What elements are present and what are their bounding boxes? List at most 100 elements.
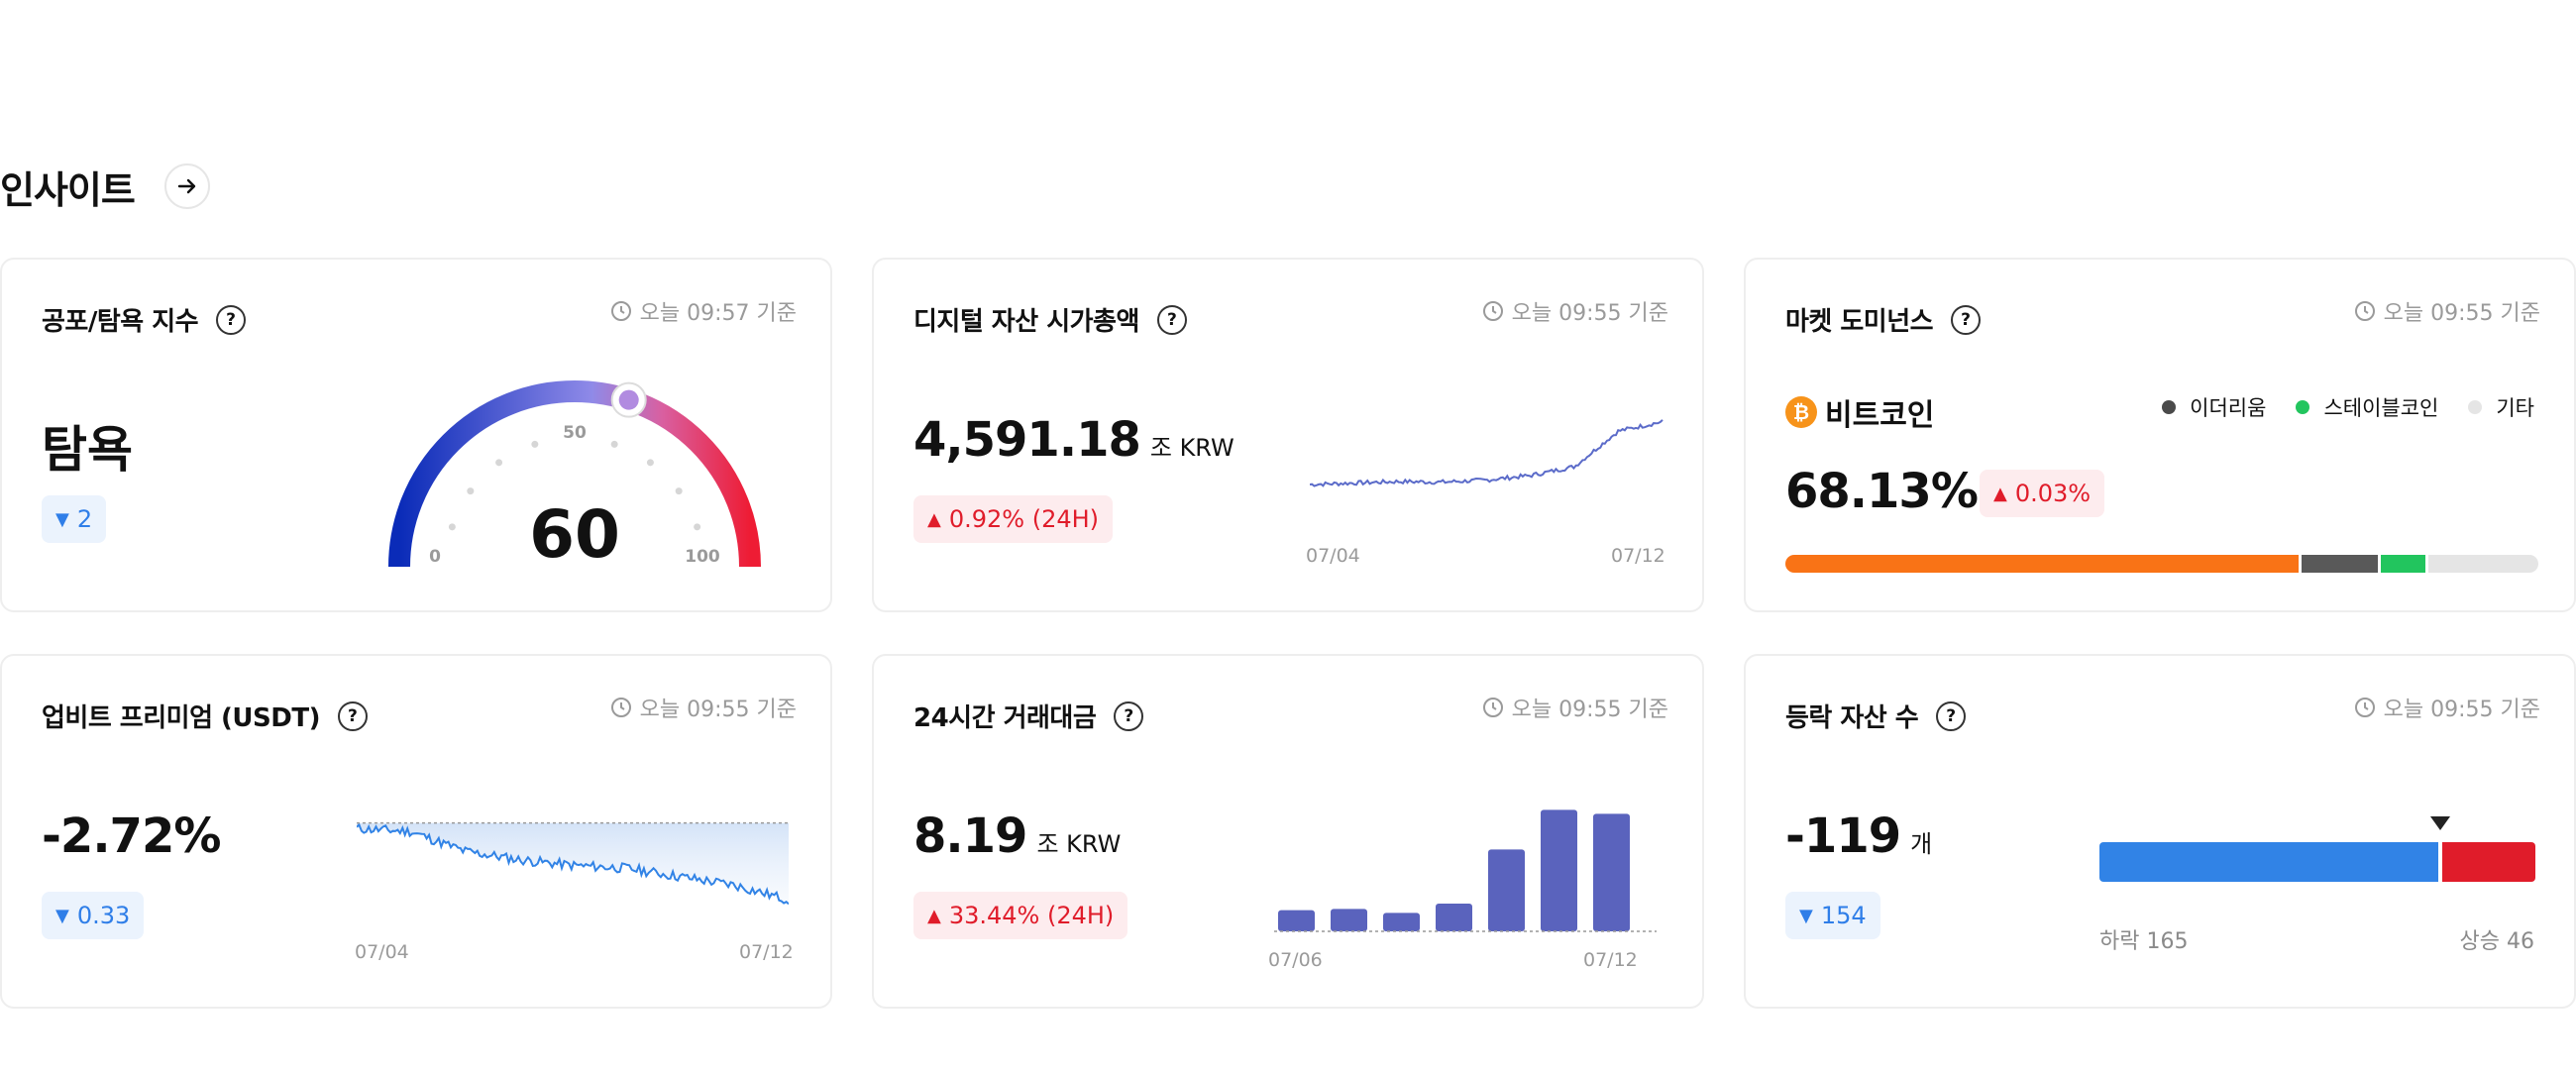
down-label: 하락 165 [2099,929,2189,954]
timestamp-text: 오늘 09:55 기준 [2383,698,2540,722]
dominance-bar [1785,555,2538,573]
gauge-tick-dot [495,459,503,467]
gauge-tick-dot [646,459,654,467]
gauge-tick-dot [694,523,701,531]
change-badge: ▲ 0.92% (24H) [913,495,1114,543]
change-badge: ▲ 0.03% [1980,470,2105,517]
volume-bar-chart [1274,809,1657,932]
volume-number: 8.19 [913,808,1027,864]
change-value: 33.44% (24H) [948,902,1115,929]
gauge-tick-dot [610,440,618,448]
gauge-min-label: 0 [429,547,441,567]
down-triangle-icon: ▼ [55,508,69,530]
volume-bar [1488,849,1525,931]
gauge-value: 60 [529,496,620,573]
section-header: 인사이트 [0,159,210,214]
card-title-text: 공포/탐욕 지수 [42,307,199,337]
clock-icon [610,301,631,321]
dominance-coin-label: 비트코인 [1825,398,1935,433]
dominance-segment [1785,555,2299,573]
legend-dot [2468,400,2483,414]
timestamp-text: 오늘 09:55 기준 [2383,301,2540,326]
clock-icon [610,698,631,717]
market-cap-value: 4,591.18 조 KRW [913,412,1234,468]
card-title-text: 디지털 자산 시가총액 [913,307,1139,337]
fear-greed-card[interactable]: 공포/탐욕 지수 ? 오늘 09:57 기준 탐욕 ▼ 2 0 50 100 6… [0,258,832,612]
updown-unit: 개 [1910,830,1933,858]
clock-icon [2354,301,2375,321]
help-icon[interactable]: ? [1114,700,1144,731]
change-value: 0.33 [76,902,131,929]
timestamp: 오늘 09:55 기준 [2354,692,2540,723]
down-triangle-icon: ▼ [55,905,69,926]
volume-unit: 조 KRW [1036,830,1122,858]
clock-icon [1482,301,1503,321]
down-triangle-icon: ▼ [1799,905,1813,926]
volume-bar [1383,913,1420,931]
card-title-text: 업비트 프리미엄 (USDT) [42,703,320,733]
gauge-arc [388,380,761,568]
timestamp: 오늘 09:55 기준 [1482,692,1668,723]
market-cap-unit: 조 KRW [1149,434,1234,462]
bitcoin-icon: ₿ [1785,396,1817,428]
updown-value: -119 개 [1785,808,1932,864]
timestamp: 오늘 09:55 기준 [610,692,797,723]
help-icon[interactable]: ? [1936,700,1967,731]
updown-card[interactable]: 등락 자산 수 ? 오늘 09:55 기준 -119 개 ▼ 154 하락 165… [1744,654,2576,1009]
volume-card[interactable]: 24시간 거래대금 ? 오늘 09:55 기준 8.19 조 KRW ▲ 33.4… [872,654,1704,1009]
help-icon[interactable]: ? [216,304,247,335]
upbit-premium-card[interactable]: 업비트 프리미엄 (USDT) ? 오늘 09:55 기준 -2.72% ▼ 0… [0,654,832,1009]
gauge-dots [448,440,701,531]
updown-number: -119 [1785,808,1901,864]
timestamp-text: 오늘 09:55 기준 [1511,301,1668,326]
legend-dot [2296,400,2310,414]
updown-bar [2099,816,2535,882]
clock-icon [2354,698,2375,717]
fear-greed-status: 탐욕 [42,421,133,479]
card-title: 24시간 거래대금 ? [913,698,1144,734]
legend-label: 이더리움 [2190,396,2267,420]
legend-label: 기타 [2496,396,2534,420]
help-icon[interactable]: ? [1156,304,1187,335]
market-cap-series-line [1310,419,1664,487]
up-triangle-icon: ▲ [1993,483,2007,504]
gauge-mid-label: 50 [563,423,587,443]
dominance-segment [2377,555,2426,573]
card-title-text: 24시간 거래대금 [913,703,1097,733]
change-badge: ▼ 0.33 [42,892,145,939]
market-cap-card[interactable]: 디지털 자산 시가총액 ? 오늘 09:55 기준 4,591.18 조 KRW … [872,258,1704,612]
change-badge: ▼ 2 [42,495,107,543]
premium-value: -2.72% [42,808,221,864]
gauge-tick-dot [467,487,475,495]
legend-item-stablecoin: 스테이블코인 [2296,392,2438,422]
change-badge: ▲ 33.44% (24H) [913,892,1128,939]
card-title-text: 등락 자산 수 [1785,703,1919,733]
up-bar [2442,842,2535,882]
down-bar [2099,842,2439,882]
x-axis-end-label: 07/12 [739,941,794,963]
fear-greed-gauge: 0 50 100 60 [388,380,761,573]
dominance-legend: 이더리움 스테이블코인 기타 [2132,392,2534,422]
dominance-value: 68.13% [1785,464,1979,519]
clock-icon [1482,698,1503,717]
legend-label: 스테이블코인 [2323,396,2439,420]
card-title-text: 마켓 도미넌스 [1785,307,1934,337]
legend-dot [2162,400,2177,414]
timestamp: 오늘 09:55 기준 [2354,295,2540,327]
dominance-segment [2298,555,2378,573]
help-icon[interactable]: ? [1951,304,1982,335]
market-dominance-card[interactable]: 마켓 도미넌스 ? 오늘 09:55 기준 ₿ 비트코인 이더리움 스테이블코인… [1744,258,2576,612]
change-value: 0.92% (24H) [948,505,1100,533]
help-icon[interactable]: ? [337,700,368,731]
volume-bar [1541,809,1577,931]
up-label: 상승 46 [2459,929,2534,954]
up-triangle-icon: ▲ [927,508,941,530]
up-triangle-icon: ▲ [927,905,941,926]
change-value: 2 [76,505,93,533]
volume-value: 8.19 조 KRW [913,808,1121,864]
timestamp: 오늘 09:55 기준 [1482,295,1668,327]
volume-bar [1278,910,1315,931]
gauge-tick-dot [675,487,683,495]
timestamp-text: 오늘 09:55 기준 [639,698,797,722]
section-arrow-button[interactable] [163,163,210,209]
